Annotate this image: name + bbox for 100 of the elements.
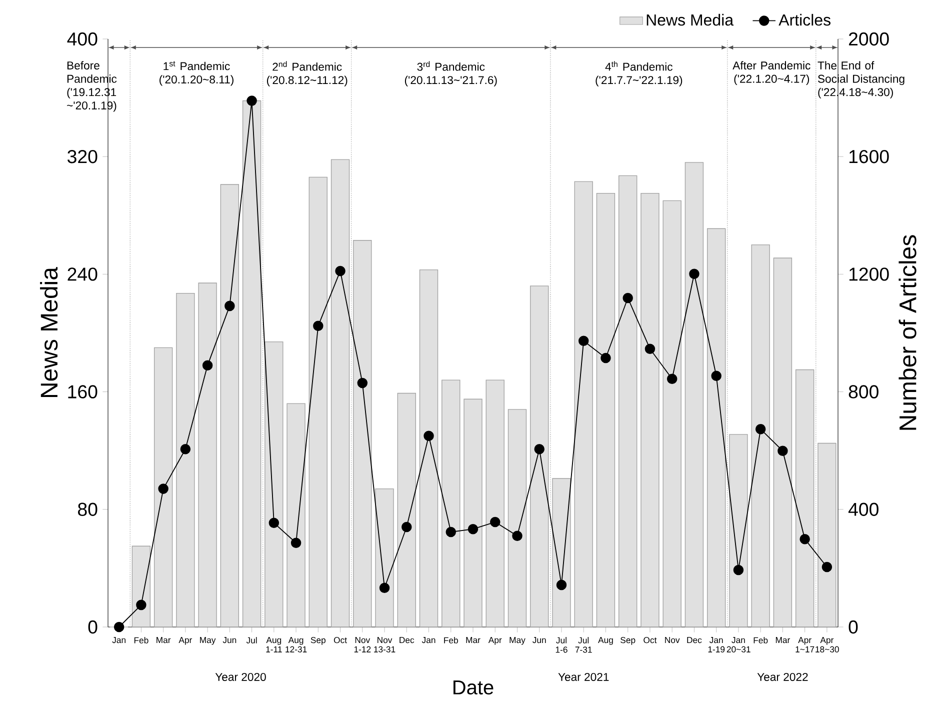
bar	[198, 282, 217, 628]
bar	[397, 392, 416, 628]
x-tick-label: Jul	[246, 637, 257, 644]
point	[136, 600, 146, 610]
x-tick-label: Nov	[665, 637, 680, 644]
bar	[684, 162, 704, 628]
x-tick-label: Aug 1-11	[266, 637, 282, 652]
x-tick-label: Oct	[334, 637, 347, 644]
point	[711, 370, 722, 382]
point	[335, 266, 346, 276]
annotation: 2$^{nd}$ Pandemic ('20.8.12~11.12)	[266, 61, 348, 86]
point	[778, 446, 788, 456]
y2-tick-label: 400	[848, 502, 878, 516]
x-tick-label: Jan 1-19	[708, 637, 725, 652]
point	[468, 524, 478, 534]
bar	[773, 258, 792, 628]
x-tick-label: Jan	[112, 637, 126, 644]
x-tick-label: May	[510, 637, 526, 645]
bar	[508, 409, 527, 628]
x-tick-label: Jul 1-6	[556, 637, 568, 653]
point	[379, 582, 390, 594]
bar	[596, 193, 616, 628]
x-tick-label: Jan	[422, 637, 436, 644]
point	[689, 268, 700, 280]
x-tick-label: Mar	[466, 637, 480, 644]
point	[644, 344, 656, 354]
y-tick-label: 0	[88, 620, 98, 634]
point	[578, 336, 589, 346]
bar	[176, 292, 195, 628]
text: Year 2022	[757, 672, 808, 681]
point	[490, 516, 500, 528]
annotation: 3$^{rd}$ Pandemic ('20.11.13~'21.7.6)	[404, 61, 497, 86]
x-tick-label: Apr 18~30	[816, 637, 839, 652]
legend-label: Articles	[778, 14, 830, 26]
point	[556, 580, 567, 590]
point	[822, 562, 832, 572]
point	[114, 622, 124, 632]
y-tick-label: 240	[68, 268, 98, 281]
x-axis-title: Date	[454, 680, 494, 694]
point	[402, 522, 412, 532]
bar	[442, 380, 460, 628]
point	[424, 430, 434, 442]
bar	[618, 175, 638, 628]
y-tick-label: 400	[67, 32, 98, 46]
bar	[486, 380, 504, 628]
annotation: 4$^{th}$ Pandemic ('21.7.7~'22.1.19)	[596, 61, 682, 86]
point	[313, 320, 324, 332]
point	[666, 374, 678, 384]
y2-tick-label: 800	[848, 385, 878, 398]
point	[600, 352, 611, 364]
point	[755, 424, 766, 434]
x-tick-label: May	[200, 637, 216, 645]
x-tick-label: Apr	[178, 637, 192, 645]
y2-tick-label: 2000	[848, 32, 889, 46]
annotation: The End of Social Distancing ('22.4.18~4.30)	[818, 61, 904, 98]
point	[622, 292, 633, 304]
x-tick-label: Feb	[444, 637, 458, 644]
point	[224, 300, 235, 312]
annotation: 1$^{st}$ Pandemic ('20.1.20~8.11)	[160, 61, 234, 86]
y2-tick-label: 1200	[849, 268, 889, 281]
point	[158, 484, 168, 494]
x-tick-label: Feb	[134, 637, 148, 644]
bar	[574, 181, 593, 628]
point	[733, 564, 744, 576]
bar	[220, 184, 240, 628]
x-tick-label: Jul 7-31	[575, 637, 592, 653]
x-tick-label: Sep	[310, 637, 326, 645]
point	[512, 530, 522, 541]
point	[290, 538, 302, 548]
x-tick-label: Aug 12-31	[286, 637, 307, 652]
x-tick-label: Nov 13-31	[374, 637, 396, 652]
annotation: Before Pandemic ('19.12.31 ~'20.1.19)	[67, 61, 117, 112]
bar	[640, 193, 660, 628]
y2-tick-label: 0	[848, 620, 858, 634]
bar	[286, 403, 306, 628]
point	[357, 378, 368, 388]
x-tick-label: Nov 1-12	[354, 637, 371, 652]
x-tick-label: Jan 20~31	[726, 637, 750, 652]
text: Year 2021	[558, 672, 609, 681]
annotation: After Pandemic ('22.1.20~4.17)	[732, 61, 810, 86]
point	[246, 96, 257, 106]
bar	[419, 269, 438, 628]
y-tick-label: 80	[78, 502, 98, 516]
y-tick-label: 320	[68, 150, 98, 164]
point	[180, 444, 191, 454]
y-tick-label: 160	[68, 385, 98, 398]
x-tick-label: Mar	[156, 637, 171, 644]
x-tick-label: Jun	[222, 637, 236, 644]
bar	[375, 488, 394, 628]
x-tick-label: Mar	[776, 637, 790, 644]
x-tick-label: Apr	[488, 637, 502, 645]
x-tick-label: Apr 1~17	[796, 637, 814, 652]
point	[268, 518, 280, 528]
y2-axis-title: Number of Articles	[898, 235, 916, 430]
x-tick-label: Feb	[754, 637, 768, 644]
y-axis-title: News Media	[40, 267, 58, 398]
x-tick-label: Jun	[532, 637, 546, 644]
point	[446, 526, 456, 538]
bar	[154, 347, 173, 628]
bar	[662, 200, 682, 628]
